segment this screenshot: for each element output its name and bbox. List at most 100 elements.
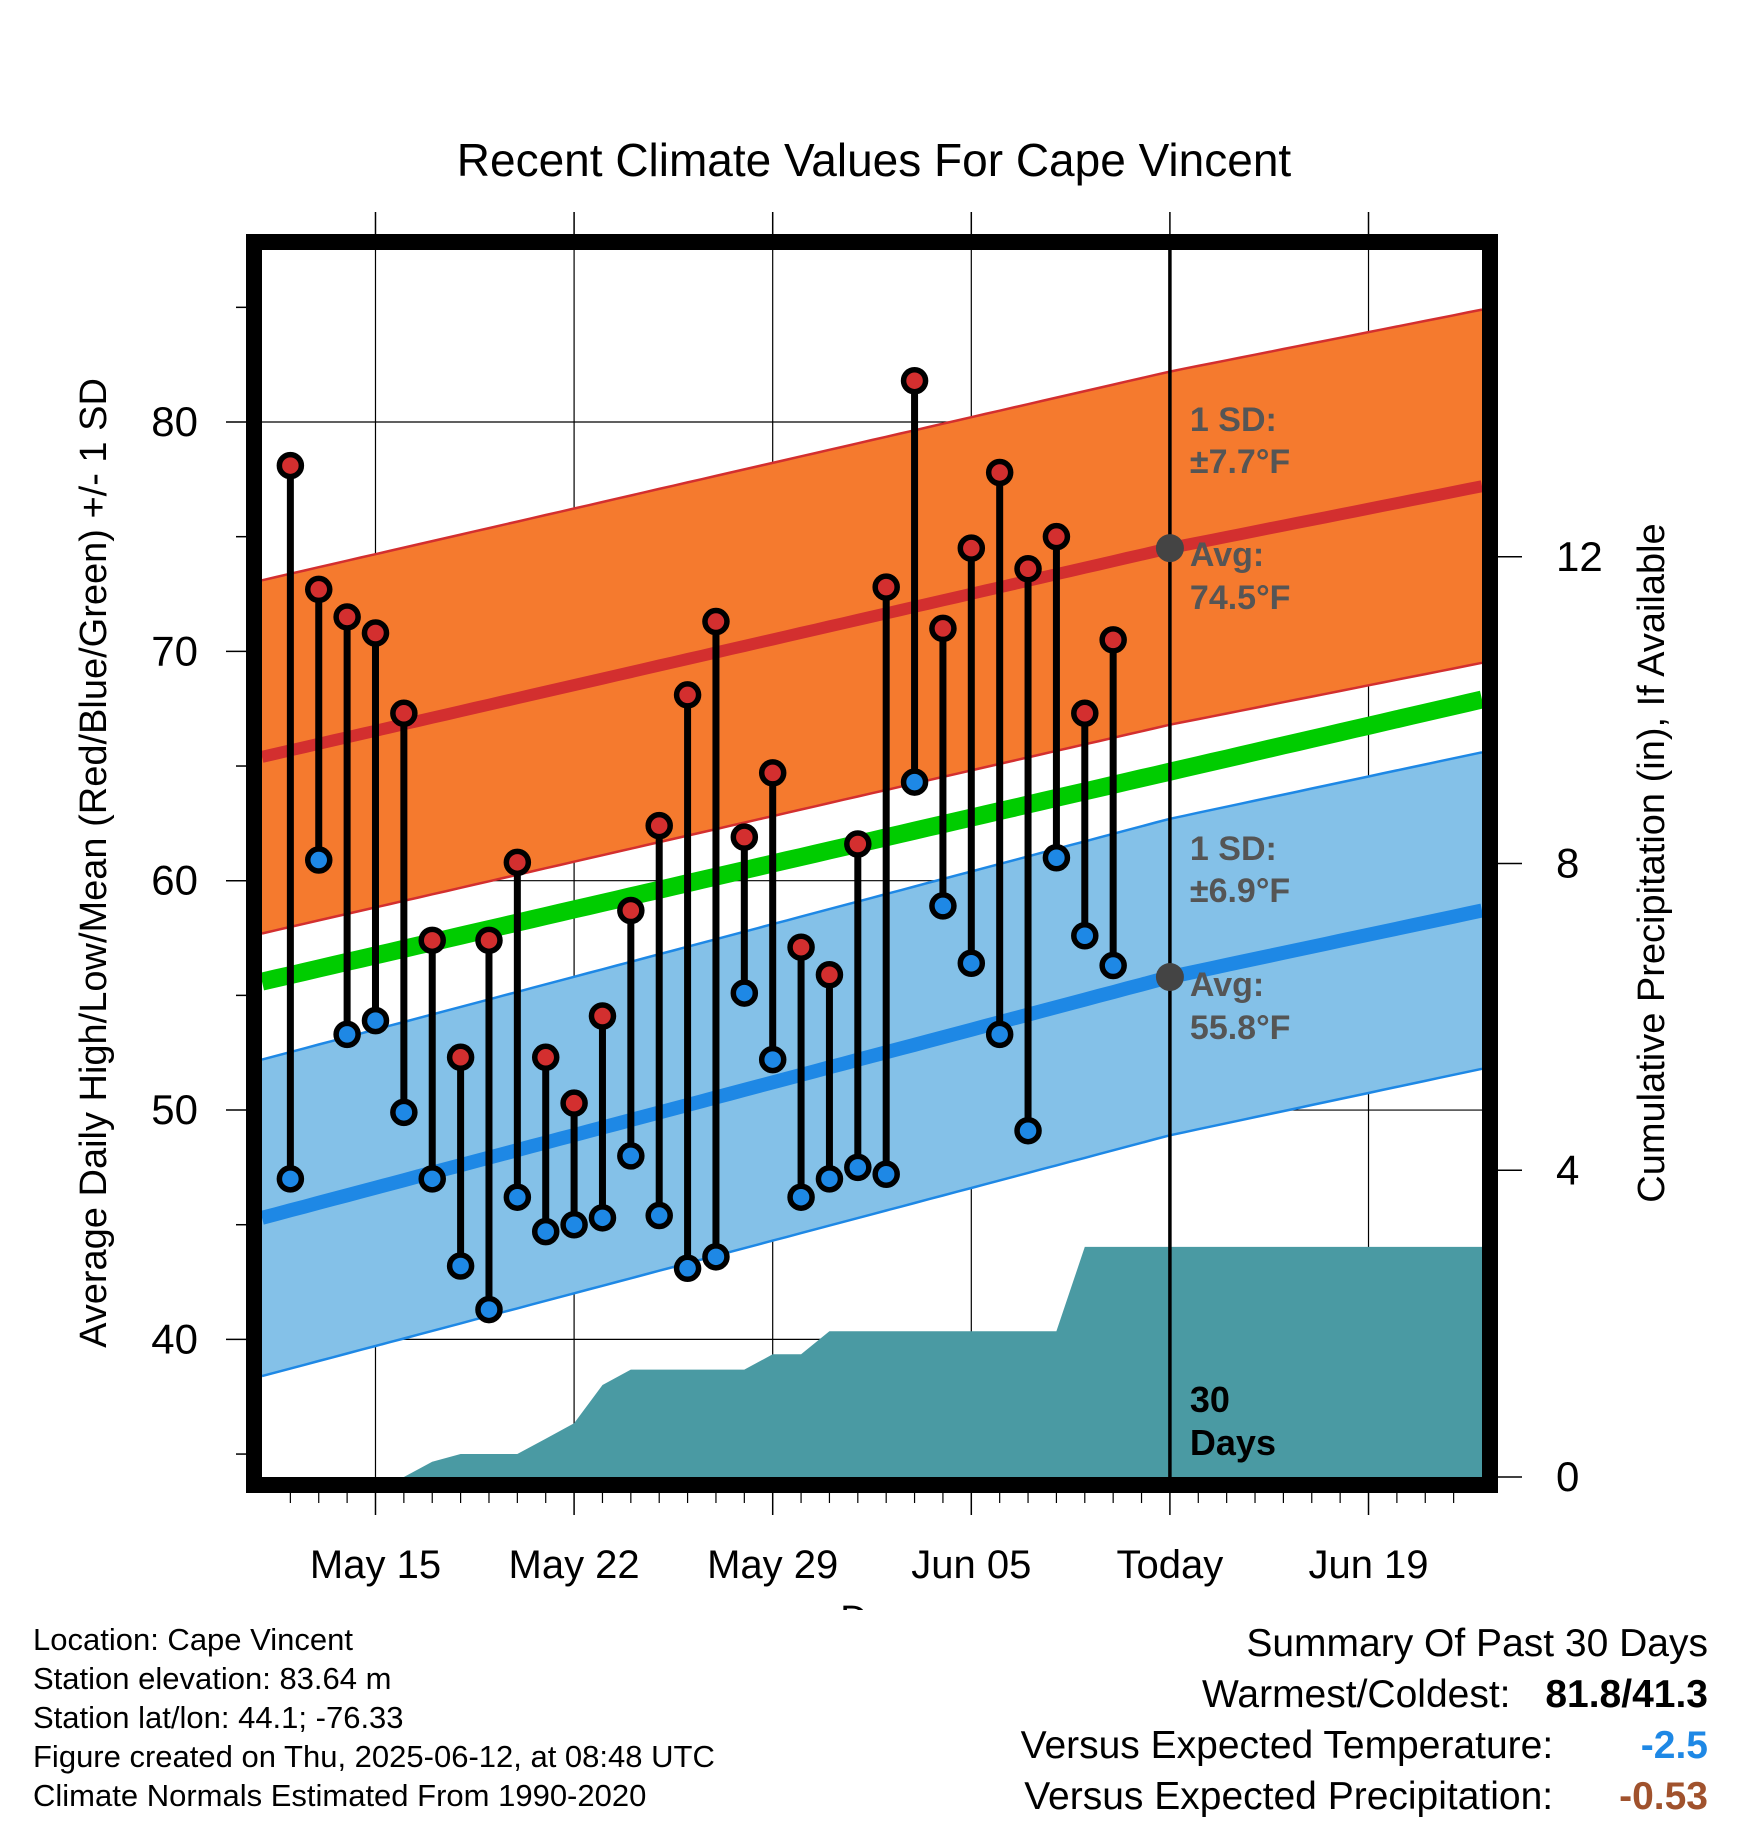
y-tick-label: 60 bbox=[151, 857, 198, 904]
low-band-upper-edge bbox=[261, 751, 1483, 1061]
daily-high-point bbox=[588, 1002, 617, 1030]
daily-low-point bbox=[1014, 1116, 1042, 1145]
daily-low-point bbox=[1071, 921, 1099, 950]
period-number: 30 bbox=[1190, 1379, 1230, 1420]
daily-low-point bbox=[418, 1165, 446, 1193]
daily-low-point bbox=[361, 1006, 390, 1035]
daily-high-point bbox=[929, 614, 957, 643]
precip-area bbox=[290, 1246, 1483, 1477]
daily-high-point bbox=[787, 933, 815, 961]
daily-low-point bbox=[758, 1045, 787, 1074]
y2-tick-label: 8 bbox=[1556, 840, 1579, 887]
daily-high-point bbox=[844, 830, 872, 858]
daily-high-point bbox=[418, 926, 446, 955]
y-tick-label: 70 bbox=[151, 627, 198, 674]
daily-high-point bbox=[1099, 626, 1127, 654]
temp-value: -2.5 bbox=[1640, 1724, 1708, 1767]
normal-mean-line bbox=[259, 690, 1485, 991]
summary-precip-row: Versus Expected Precipitation: -0.53 bbox=[1021, 1771, 1708, 1822]
daily-high-point bbox=[503, 848, 532, 877]
daily-low-point bbox=[588, 1204, 617, 1232]
created-text: Figure created on Thu, 2025-06-12, at 08… bbox=[33, 1739, 715, 1774]
x-tick-label: Today bbox=[1117, 1543, 1224, 1587]
low-band-lower-edge bbox=[261, 1067, 1483, 1378]
daily-high-point bbox=[985, 458, 1014, 487]
x-tick-label: Jun 19 bbox=[1308, 1543, 1428, 1587]
daily-low-point bbox=[787, 1183, 815, 1211]
today-low-avg-marker bbox=[1155, 963, 1184, 992]
daily-high-point bbox=[1042, 522, 1071, 551]
daily-high-point bbox=[815, 960, 844, 989]
daily-low-point bbox=[872, 1160, 900, 1189]
daily-low-point bbox=[1099, 951, 1127, 980]
daily-high-point bbox=[531, 1043, 560, 1072]
daily-low-point bbox=[304, 846, 333, 874]
high-sd-label: 1 SD: bbox=[1190, 401, 1277, 439]
y2-tick-label: 0 bbox=[1556, 1453, 1579, 1500]
daily-low-point bbox=[475, 1295, 503, 1324]
daily-high-point bbox=[617, 896, 645, 925]
x-tick-label: May 15 bbox=[310, 1543, 441, 1587]
precipitation-area bbox=[290, 1246, 1483, 1477]
daily-high-point bbox=[957, 534, 986, 562]
daily-low-point bbox=[929, 892, 957, 920]
low-sd-label: 1 SD: bbox=[1190, 830, 1277, 868]
station-info: Location: Cape Vincent Station elevation… bbox=[33, 1620, 715, 1815]
annotations: 1 SD: ±7.7°F Avg: 74.5°F 1 SD: ±6.9°F Avg: 55.8… bbox=[1190, 401, 1291, 1463]
y-tick-label: 80 bbox=[151, 398, 198, 445]
normal-lines bbox=[259, 480, 1485, 1225]
daily-low-point bbox=[673, 1254, 702, 1283]
chart-title: Recent Climate Values For Cape Vincent bbox=[457, 134, 1292, 186]
daily-low-point bbox=[645, 1201, 673, 1230]
axes: 40 50 60 70 80 0 4 8 12 May 15 May 22 May 29 Jun 05 T… bbox=[151, 212, 1603, 1587]
daily-high-point bbox=[1071, 699, 1099, 728]
daily-high-point bbox=[730, 823, 759, 851]
daily-range-stems bbox=[286, 380, 1117, 1310]
daily-high-point bbox=[900, 366, 929, 395]
y-tick-label: 50 bbox=[151, 1086, 198, 1133]
daily-low-point bbox=[702, 1243, 730, 1271]
precip-value: -0.53 bbox=[1619, 1775, 1708, 1818]
high-sd-value: ±7.7°F bbox=[1190, 443, 1290, 481]
elevation-text: Station elevation: 83.64 m bbox=[33, 1661, 392, 1696]
daily-points bbox=[276, 366, 1184, 1324]
daily-high-point bbox=[390, 699, 418, 728]
normals-text: Climate Normals Estimated From 1990-2020 bbox=[33, 1778, 647, 1813]
climate-chart: Recent Climate Values For Cape Vincent 4… bbox=[73, 134, 1673, 1610]
daily-low-point bbox=[446, 1252, 475, 1280]
daily-high-point bbox=[276, 451, 305, 480]
daily-low-point bbox=[900, 768, 929, 796]
high-band-upper-edge bbox=[261, 308, 1483, 582]
high-band-lower-edge bbox=[261, 661, 1483, 935]
latlon-text: Station lat/lon: 44.1; -76.33 bbox=[33, 1700, 404, 1735]
summary-warmest-row: Warmest/Coldest: 81.8/41.3 bbox=[1021, 1669, 1708, 1720]
y2-tick-label: 4 bbox=[1556, 1146, 1579, 1193]
daily-low-point bbox=[730, 979, 759, 1007]
x-tick-label: May 22 bbox=[509, 1543, 640, 1587]
daily-high-point bbox=[758, 759, 787, 787]
daily-low-point bbox=[390, 1098, 418, 1127]
high-avg-value: 74.5°F bbox=[1190, 579, 1291, 617]
daily-high-point bbox=[446, 1043, 475, 1072]
daily-low-point bbox=[1042, 844, 1071, 872]
x-axis-label: Day bbox=[840, 1599, 908, 1610]
daily-high-point bbox=[1014, 555, 1042, 583]
daily-low-point bbox=[503, 1183, 532, 1211]
daily-low-point bbox=[957, 949, 986, 978]
low-avg-value: 55.8°F bbox=[1190, 1009, 1291, 1047]
high-avg-label: Avg: bbox=[1190, 536, 1264, 574]
low-avg-label: Avg: bbox=[1190, 966, 1264, 1004]
daily-low-point bbox=[560, 1210, 588, 1239]
warmest-label: Warmest/Coldest: bbox=[1202, 1673, 1511, 1716]
daily-high-point bbox=[673, 681, 702, 709]
daily-high-point bbox=[333, 603, 361, 631]
daily-high-point bbox=[560, 1089, 588, 1117]
precip-label: Versus Expected Precipitation: bbox=[1024, 1775, 1554, 1818]
normal-high-line bbox=[260, 480, 1484, 763]
daily-low-point bbox=[617, 1142, 645, 1170]
y-axis-label: Average Daily High/Low/Mean (Red/Blue/Gr… bbox=[73, 378, 115, 1348]
warmest-value: 81.8/41.3 bbox=[1545, 1673, 1708, 1716]
y2-tick-label: 12 bbox=[1556, 533, 1603, 580]
daily-high-point bbox=[702, 607, 730, 636]
daily-high-point bbox=[361, 619, 390, 647]
